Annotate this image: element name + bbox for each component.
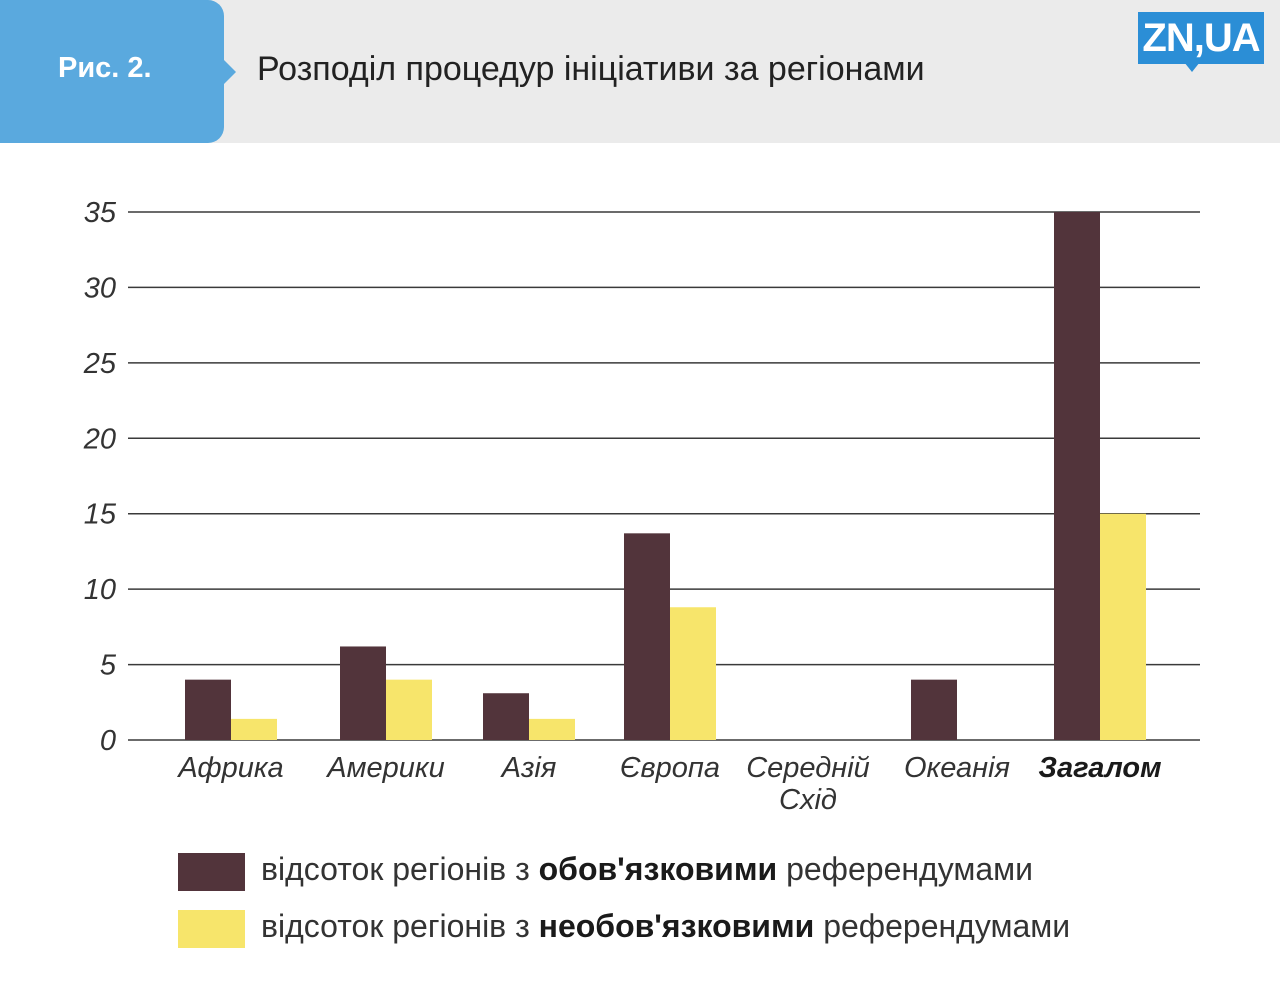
y-tick-label: 0 — [100, 725, 116, 757]
bar-mandatory — [624, 533, 670, 740]
figure-tab-arrow — [222, 58, 236, 86]
bar-mandatory — [1054, 212, 1100, 740]
y-tick-label: 25 — [83, 348, 117, 380]
x-tick-label: Середній Схід — [746, 752, 870, 816]
x-tick-label: Європа — [620, 752, 720, 784]
bar-chart: 0 5 10 15 20 25 30 35 Африка Америки Азія Європа Сер… — [83, 197, 1200, 816]
legend-label-mandatory-pre: відсоток регіонів з — [261, 851, 539, 887]
bar-optional — [529, 718, 575, 740]
logo-tail — [1184, 62, 1200, 72]
bar-optional — [1100, 513, 1146, 740]
bar-optional — [231, 718, 277, 740]
zn-ua-logo[interactable]: ZN,UA — [1138, 12, 1264, 64]
legend-label-mandatory: відсоток регіонів з обов'язковими рефере… — [261, 851, 1033, 888]
bar-optional — [386, 679, 432, 740]
y-tick-label: 10 — [84, 574, 116, 606]
legend-label-mandatory-post: референдумами — [777, 851, 1034, 887]
legend-label-optional-pre: відсоток регіонів з — [261, 908, 539, 944]
x-tick-label: Америки — [325, 752, 444, 784]
bar-mandatory — [185, 679, 231, 740]
legend-swatch-mandatory — [178, 853, 245, 891]
figure-tab — [0, 0, 224, 143]
bar-mandatory — [483, 693, 529, 740]
x-tick-label: Африка — [176, 752, 283, 784]
legend-swatch-optional — [178, 910, 245, 948]
bar-mandatory — [911, 679, 957, 740]
bar-optional — [670, 607, 716, 740]
y-tick-label: 30 — [84, 272, 116, 304]
y-tick-label: 5 — [100, 650, 117, 682]
legend-label-optional: відсоток регіонів з необов'язковими рефе… — [261, 908, 1070, 945]
legend-label-optional-bold: необов'язковими — [538, 908, 815, 944]
legend-label-mandatory-bold: обов'язковими — [538, 851, 778, 887]
bar-mandatory — [340, 646, 386, 740]
x-tick-label: Загалом — [1038, 752, 1161, 784]
x-tick-label: Азія — [500, 752, 557, 784]
figure-label: Рис. 2. — [58, 52, 152, 84]
x-tick-label: Океанія — [904, 752, 1010, 784]
legend-label-optional-post: референдумами — [814, 908, 1071, 944]
y-tick-label: 35 — [84, 197, 117, 229]
chart-title: Розподіл процедур ініціативи за регіонам… — [257, 50, 925, 88]
y-tick-label: 20 — [83, 423, 116, 455]
y-tick-label: 15 — [84, 499, 117, 531]
